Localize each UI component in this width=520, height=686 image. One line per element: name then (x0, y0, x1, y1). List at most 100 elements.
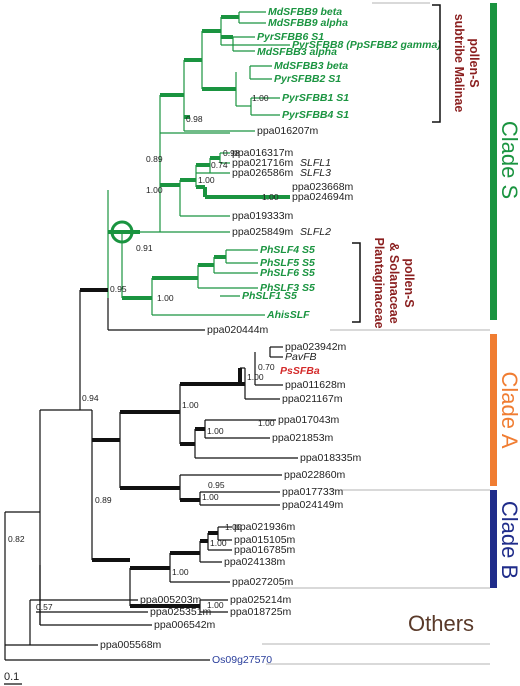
clade-s-label: Clade S (497, 121, 520, 199)
leaf-label: ppa015105m (234, 534, 296, 546)
leaf-label: ppa006542m (154, 619, 216, 631)
leaf-label: SLFL1 (300, 157, 331, 169)
leaf-label: ppa025214m (230, 594, 292, 606)
support-value: 0.70 (258, 362, 275, 372)
malinae-label-line2: pollen-S (467, 38, 481, 87)
support-value: 1.00 (262, 192, 279, 202)
leaf-label: ppa018335m (300, 452, 362, 464)
ppa-s-branches (107, 132, 230, 298)
support-value: 0.95 (110, 284, 127, 294)
support-value: 1.00 (207, 600, 224, 610)
plantaginaceae-label-line3: pollen-S (402, 258, 416, 307)
leaf-label: ppa017733m (282, 486, 344, 498)
support-value: 0.98 (223, 148, 240, 158)
leaf-label: PhSLF3 S5 (260, 282, 315, 294)
leaf-label: ppa025351m (150, 606, 212, 618)
support-value: 1.00 (247, 372, 264, 382)
support-value: 0.89 (146, 154, 163, 164)
leaf-label: ppa022860m (284, 469, 346, 481)
support-value: 0.91 (136, 243, 153, 253)
support-value: 0.82 (8, 534, 25, 544)
leaf-label: ppa016207m (257, 125, 319, 137)
leaf-label: ppa017043m (278, 414, 340, 426)
leaf-label: ppa026586m (232, 167, 294, 179)
leaf-label: ppa027205m (232, 576, 294, 588)
leaf-label: PhSLF1 S5 (242, 290, 297, 302)
leaf-label: SLFL3 (300, 167, 331, 179)
support-value: 1.00 (207, 426, 224, 436)
leaf-label: ppa021936m (234, 521, 296, 533)
clade-s-bar (490, 3, 497, 320)
leaf-label: PyrSFBB1 S1 (282, 92, 349, 104)
leaf-label: PhSLF4 S5 (260, 244, 315, 256)
others-label: Others (408, 611, 474, 636)
highlighted-node-circle (110, 220, 134, 244)
leaf-label: SLFL2 (300, 226, 331, 238)
leaf-label: ppa023942m (285, 341, 347, 353)
support-value: 1.00 (202, 492, 219, 502)
support-value: 0.89 (95, 495, 112, 505)
support-value: 1.00 (146, 185, 163, 195)
ppa-s-thick-branches (160, 156, 290, 199)
clade-b-thick (92, 531, 218, 608)
leaf-label: PavFB (285, 351, 317, 363)
malinae-thick-branches (160, 15, 239, 119)
plantaginaceae-bracket (352, 242, 361, 323)
leaf-label: ppa018725m (230, 606, 292, 618)
support-value: 0.57 (36, 602, 53, 612)
clade-a-label: Clade A (497, 371, 520, 448)
leaf-label: ppa005568m (100, 639, 162, 651)
leaf-label: ppa020444m (207, 324, 269, 336)
malinae-bracket (432, 4, 441, 123)
support-value: 0.95 (208, 480, 225, 490)
leaf-label: MdSFBB3 beta (274, 60, 348, 72)
leaf-label: ppa011628m (285, 379, 346, 391)
leaf-label: ppa024149m (282, 499, 344, 511)
leaf-label: Os09g27570 (212, 654, 272, 666)
scale-bar-label: 0.1 (4, 671, 19, 683)
clade-b-bar (490, 490, 497, 588)
leaf-label: ppa023668m (292, 181, 354, 193)
leaf-label: MdSFBB9 beta (268, 6, 342, 18)
leaf-label: ppa016785m (234, 544, 296, 556)
support-value: 1.00 (225, 522, 242, 532)
leaf-label: ppa025849m (232, 226, 294, 238)
leaf-label: ppa024694m (292, 191, 354, 203)
leaf-label: PyrSFBB8 (PpSFBB2 gamma) (292, 39, 441, 51)
malinae-label-line1: subtribe Malinae (452, 14, 466, 113)
backbone-branches (4, 290, 210, 661)
leaf-label: MdSFBB3 alpha (257, 46, 337, 58)
guide-lines (262, 2, 490, 665)
leaf-label: PsSFBa (280, 365, 320, 377)
leaf-label: ppa005203m (140, 594, 202, 606)
plantaginaceae-label-line1: Plantaginaceae (372, 237, 386, 328)
leaf-label: MdSFBB9 alpha (268, 17, 348, 29)
leaf-label: ppa019333m (232, 210, 294, 222)
leaf-label: AhisSLF (266, 309, 310, 321)
clade-a-thick (92, 368, 245, 502)
leaf-label: PyrSFBB6 S1 (257, 31, 324, 43)
leaf-label: PyrSFBB2 S1 (274, 73, 341, 85)
support-value: 1.00 (172, 567, 189, 577)
support-values: 1.00 0.98 0.98 0.74 1.00 0.89 1.00 1.00 … (8, 93, 279, 612)
support-value: 1.00 (252, 93, 269, 103)
support-value: 1.00 (258, 418, 275, 428)
support-value: 1.00 (157, 293, 174, 303)
support-value: 1.00 (210, 538, 227, 548)
leaf-label: ppa021853m (272, 432, 334, 444)
leaf-label: ppa021167m (282, 393, 343, 405)
malinae-branches (159, 11, 290, 185)
clade-b-label: Clade B (497, 501, 520, 579)
support-value: 0.94 (82, 393, 99, 403)
leaf-label: ppa024138m (224, 556, 286, 568)
leaf-label: PhSLF6 S5 (260, 267, 315, 279)
clade-a-bar (490, 334, 497, 486)
scale-bar: 0.1 (4, 671, 22, 685)
plantaginaceae-label-line2: & Solanaceae (387, 242, 401, 323)
support-value: 0.74 (211, 160, 228, 170)
leaf-label: ppa021716m (232, 157, 294, 169)
support-value: 1.00 (198, 175, 215, 185)
leaf-label: PhSLF5 S5 (260, 257, 315, 269)
leaf-label: ppa016317m (232, 147, 294, 159)
